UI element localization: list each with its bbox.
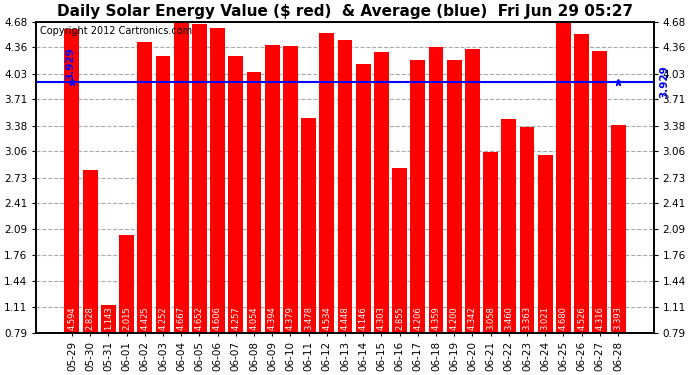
Text: 3.478: 3.478 [304, 306, 313, 330]
Text: 4.526: 4.526 [577, 306, 586, 330]
Text: 4.342: 4.342 [468, 306, 477, 330]
Bar [228, 56, 244, 333]
Text: 3.929: 3.929 [660, 66, 670, 98]
Text: 3.021: 3.021 [541, 306, 550, 330]
Text: 2.855: 2.855 [395, 306, 404, 330]
Text: 4.257: 4.257 [231, 306, 240, 330]
Bar [502, 119, 516, 333]
Text: 4.394: 4.394 [268, 306, 277, 330]
Text: 3.929: 3.929 [65, 48, 75, 80]
Text: 3.460: 3.460 [504, 306, 513, 330]
Bar [356, 64, 371, 333]
Bar [374, 52, 389, 333]
Text: 1.143: 1.143 [104, 306, 113, 330]
Bar [538, 154, 553, 333]
Bar [446, 60, 462, 333]
Text: 4.594: 4.594 [68, 306, 77, 330]
Text: 4.448: 4.448 [340, 306, 350, 330]
Text: 4.054: 4.054 [250, 306, 259, 330]
Text: 3.393: 3.393 [613, 306, 622, 330]
Text: 4.316: 4.316 [595, 306, 604, 330]
Bar [428, 47, 444, 333]
Text: 2.015: 2.015 [122, 306, 131, 330]
Bar [593, 51, 607, 333]
Bar [174, 23, 188, 333]
Text: 4.425: 4.425 [140, 306, 149, 330]
Text: 4.303: 4.303 [377, 306, 386, 330]
Text: Copyright 2012 Cartronics.com: Copyright 2012 Cartronics.com [39, 26, 192, 36]
Title: Daily Solar Energy Value ($ red)  & Average (blue)  Fri Jun 29 05:27: Daily Solar Energy Value ($ red) & Avera… [57, 4, 633, 19]
Bar [246, 72, 262, 333]
Bar [210, 28, 225, 333]
Text: 4.206: 4.206 [413, 306, 422, 330]
Text: 4.146: 4.146 [359, 306, 368, 330]
Bar [319, 33, 334, 333]
Text: 4.652: 4.652 [195, 306, 204, 330]
Bar [483, 152, 498, 333]
Bar [411, 60, 425, 333]
Bar [64, 28, 79, 333]
Bar [119, 235, 134, 333]
Text: 4.667: 4.667 [177, 306, 186, 330]
Bar [101, 305, 116, 333]
Bar [465, 49, 480, 333]
Bar [192, 24, 207, 333]
Bar [137, 42, 152, 333]
Bar [155, 56, 170, 333]
Bar [520, 127, 535, 333]
Text: 3.363: 3.363 [522, 306, 531, 330]
Bar [392, 168, 407, 333]
Text: 4.252: 4.252 [159, 306, 168, 330]
Bar [574, 34, 589, 333]
Bar [283, 46, 298, 333]
Text: 2.828: 2.828 [86, 306, 95, 330]
Bar [83, 170, 97, 333]
Text: 4.359: 4.359 [431, 306, 440, 330]
Bar [611, 125, 626, 333]
Bar [301, 118, 316, 333]
Text: 4.534: 4.534 [322, 306, 331, 330]
Bar [337, 40, 353, 333]
Bar [556, 22, 571, 333]
Text: 4.606: 4.606 [213, 306, 222, 330]
Text: 4.379: 4.379 [286, 306, 295, 330]
Bar [265, 45, 279, 333]
Text: 4.680: 4.680 [559, 306, 568, 330]
Text: 3.058: 3.058 [486, 306, 495, 330]
Text: 4.200: 4.200 [450, 306, 459, 330]
